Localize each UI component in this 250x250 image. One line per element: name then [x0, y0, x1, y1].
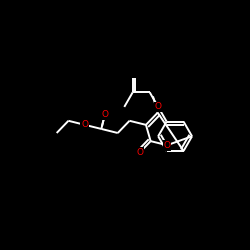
- Text: O: O: [155, 102, 162, 112]
- Text: O: O: [81, 120, 88, 129]
- Text: O: O: [164, 141, 170, 150]
- Text: O: O: [136, 148, 143, 156]
- Text: O: O: [101, 110, 108, 120]
